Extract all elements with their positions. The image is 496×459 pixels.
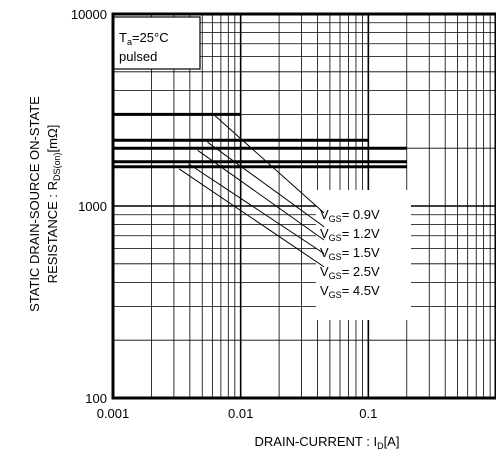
leader-line-3 bbox=[197, 149, 325, 241]
y-axis-label-sub: DS(on) bbox=[52, 152, 62, 181]
legend-label-main: V bbox=[320, 264, 329, 279]
legend-label-5: VGS= 4.5V bbox=[320, 283, 380, 300]
legend-label-4: VGS= 2.5V bbox=[320, 264, 380, 281]
x-axis-label-main: DRAIN-CURRENT : I bbox=[255, 434, 378, 449]
legend-box bbox=[316, 190, 411, 320]
conditions-temp-main: T bbox=[119, 30, 127, 45]
grid bbox=[113, 14, 496, 398]
legend-label-main: V bbox=[320, 207, 329, 222]
leader-line-4 bbox=[188, 163, 325, 255]
legend-label-1: VGS= 0.9V bbox=[320, 207, 380, 224]
y-tick-label: 1000 bbox=[78, 199, 107, 214]
legend-label-main: V bbox=[320, 283, 329, 298]
legend-label-tail: = 1.5V bbox=[342, 245, 380, 260]
tick-labels: 0.001 0.01 0.1 100 1000 10000 bbox=[71, 7, 378, 421]
y-axis-label-main: RESISTANCE : R bbox=[45, 181, 60, 283]
conditions-pulsed: pulsed bbox=[119, 49, 157, 64]
legend-label-sub: GS bbox=[329, 252, 342, 262]
conditions-temperature: Ta=25°C bbox=[119, 30, 169, 47]
y-axis-label-tail: [mΩ] bbox=[45, 125, 60, 153]
conditions-box bbox=[112, 16, 201, 70]
legend-label-3: VGS= 1.5V bbox=[320, 245, 380, 262]
leader-line-1 bbox=[214, 115, 325, 214]
x-axis-label-tail: [A] bbox=[384, 434, 400, 449]
conditions-temp-sub: a bbox=[127, 37, 132, 47]
legend-label-sub: GS bbox=[329, 271, 342, 281]
legend-label-sub: GS bbox=[329, 214, 342, 224]
legend-label-2: VGS= 1.2V bbox=[320, 226, 380, 243]
leader-line-2 bbox=[207, 141, 325, 228]
y-axis-label-line2: RESISTANCE : RDS(on)[mΩ] bbox=[45, 125, 62, 284]
x-tick-label: 0.01 bbox=[228, 406, 253, 421]
leader-line-5 bbox=[178, 168, 325, 268]
x-axis-label: DRAIN-CURRENT : ID[A] bbox=[255, 434, 400, 451]
x-axis-label-sub: D bbox=[377, 441, 384, 451]
legend-label-main: V bbox=[320, 226, 329, 241]
legend-label-sub: GS bbox=[329, 290, 342, 300]
leader-lines bbox=[178, 115, 325, 268]
series-layer bbox=[113, 112, 407, 169]
legend-label-main: V bbox=[320, 245, 329, 260]
x-tick-label: 0.1 bbox=[359, 406, 377, 421]
legend-label-tail: = 1.2V bbox=[342, 226, 380, 241]
conditions-temp-tail: =25°C bbox=[132, 30, 169, 45]
legend-label-tail: = 4.5V bbox=[342, 283, 380, 298]
legend-label-sub: GS bbox=[329, 233, 342, 243]
plot-frame bbox=[111, 12, 496, 400]
legend-label-tail: = 2.5V bbox=[342, 264, 380, 279]
y-axis-label-line1: STATIC DRAIN-SOURCE ON-STATE bbox=[27, 96, 42, 312]
y-tick-label: 100 bbox=[85, 391, 107, 406]
legend-label-tail: = 0.9V bbox=[342, 207, 380, 222]
y-tick-label: 10000 bbox=[71, 7, 107, 22]
x-tick-label: 0.001 bbox=[97, 406, 130, 421]
